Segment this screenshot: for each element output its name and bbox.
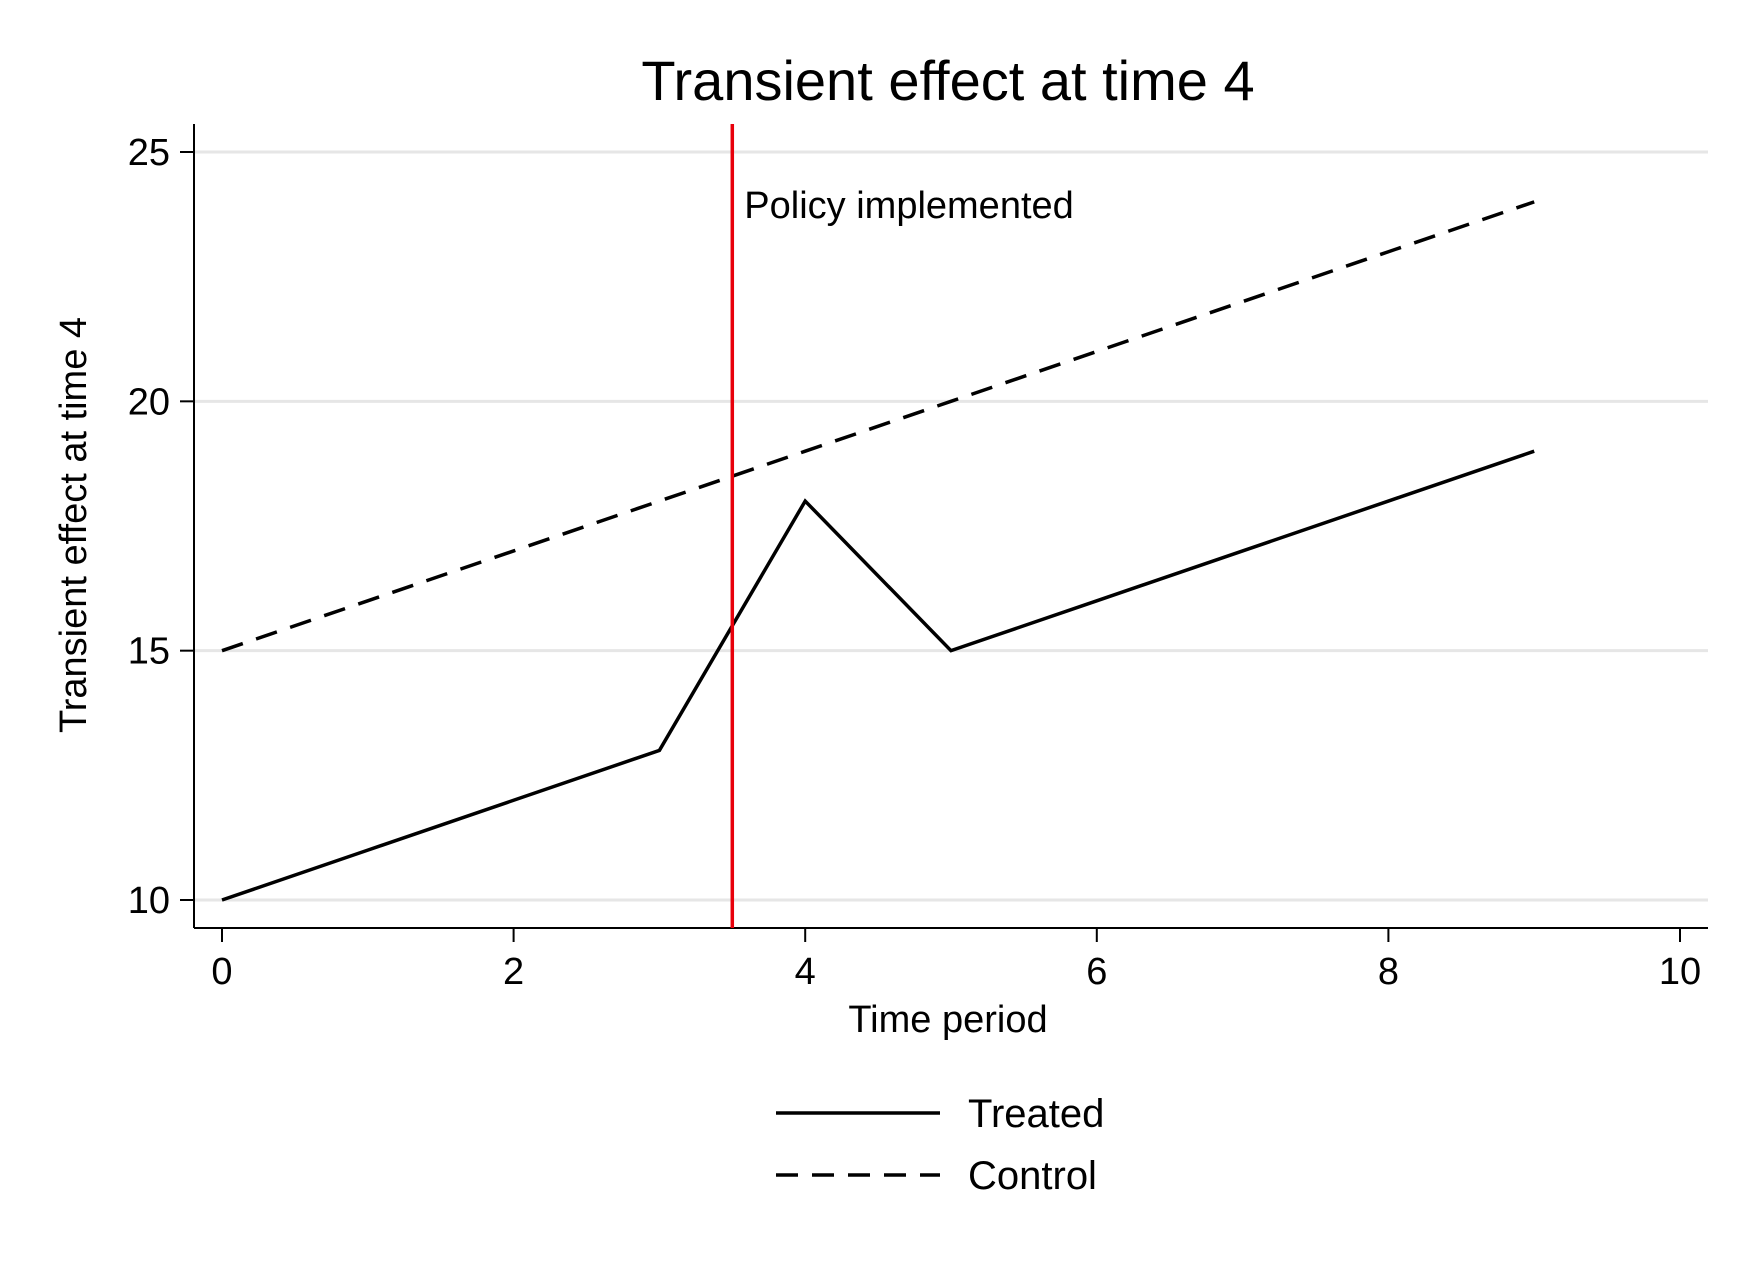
series-line-treated [221,449,1535,902]
y-tick-label: 20 [128,381,170,423]
x-tick-label: 8 [1378,951,1399,993]
y-tick-label: 10 [128,880,170,922]
x-tick-label: 2 [503,951,524,993]
chart-title: Transient effect at time 4 [641,49,1254,112]
y-tick-label: 15 [128,631,170,673]
x-tick-label: 6 [1086,951,1107,993]
legend-label-control: Control [968,1154,1097,1198]
legend-label-treated: Treated [968,1092,1104,1136]
x-tick-label: 0 [211,951,232,993]
x-tick-label: 10 [1659,951,1701,993]
series-line-control [221,200,1535,653]
y-axis-title: Transient effect at time 4 [53,317,95,733]
x-tick-label: 4 [795,951,816,993]
y-tick-label: 25 [128,132,170,174]
reference-line-group: Policy implemented [730,124,1074,928]
reference-line-label: Policy implemented [744,185,1073,227]
x-axis-title: Time period [848,999,1047,1041]
axes: 10 15 20 25 0 2 4 6 8 10 [128,124,1708,993]
series-lines [221,200,1535,902]
legend: Treated Control [776,1092,1104,1198]
